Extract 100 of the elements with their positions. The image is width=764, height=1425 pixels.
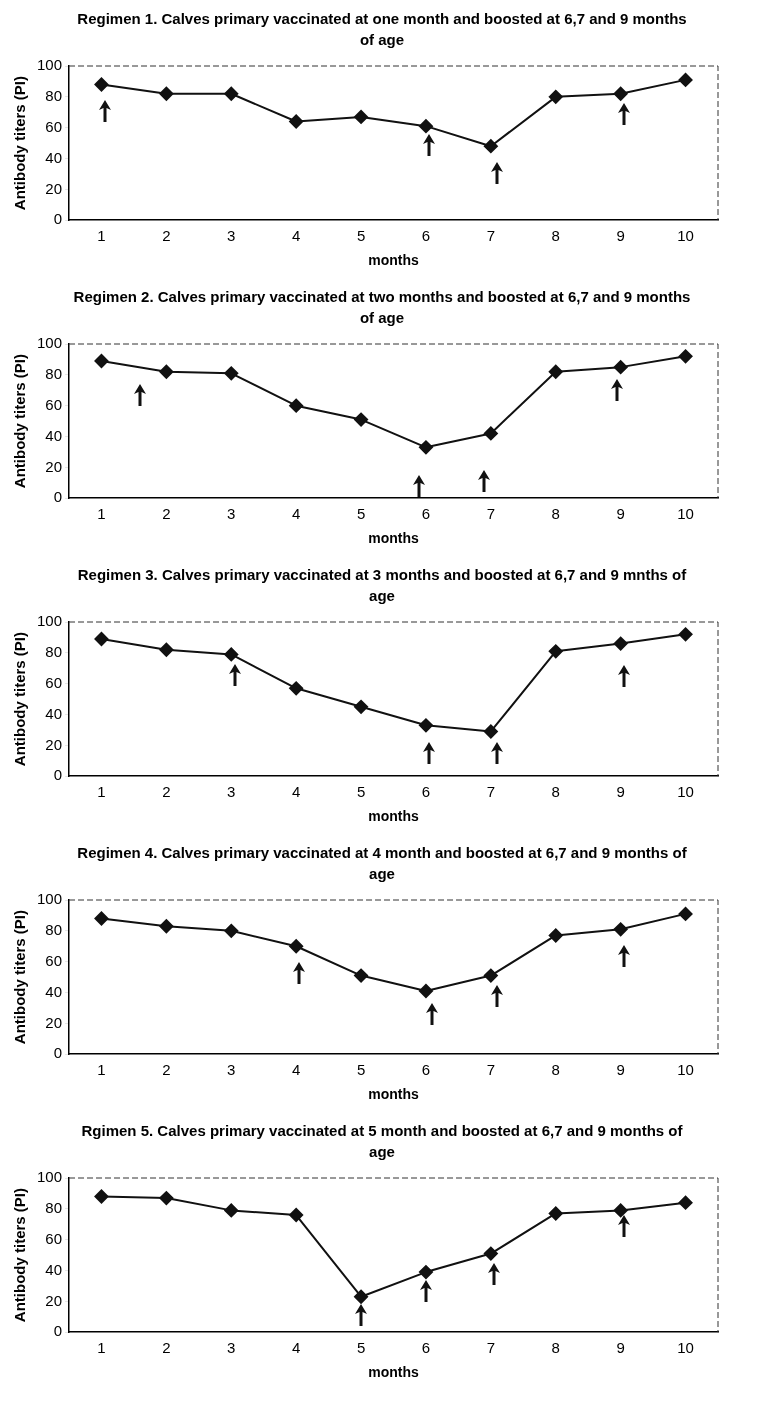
- chart-title: Regimen 1. Calves primary vaccinated at one month and boosted at 6,7 and 9 months of age: [76, 9, 688, 50]
- point: [418, 718, 433, 733]
- point: [613, 922, 628, 937]
- point: [483, 426, 498, 441]
- point: [224, 366, 239, 381]
- y-axis-title: Antibody titers (PI): [11, 910, 29, 1045]
- y-tick-label: 60: [45, 673, 63, 691]
- y-tick-label: 100: [37, 612, 63, 630]
- x-tick-label: 8: [551, 227, 560, 245]
- x-tick-label: 8: [551, 1339, 560, 1357]
- x-tick-label: 9: [616, 227, 625, 245]
- point: [418, 983, 433, 998]
- point: [94, 631, 109, 646]
- y-tick-label: 20: [45, 179, 63, 197]
- point: [354, 412, 369, 427]
- x-tick-label: 8: [551, 783, 560, 801]
- y-tick-label: 80: [45, 920, 63, 938]
- chart-title: Rgimen 5. Calves primary vaccinated at 5 month and boosted at 6,7 and 9 months of age: [80, 1121, 684, 1162]
- x-tick-label: 6: [421, 1061, 431, 1079]
- point: [354, 699, 369, 714]
- y-tick-label: 40: [45, 1260, 63, 1278]
- y-tick-label: 20: [45, 1291, 63, 1309]
- point: [159, 919, 174, 934]
- x-tick-label: 2: [162, 227, 171, 245]
- x-tick-label: 1: [97, 227, 106, 245]
- x-tick-label: 9: [616, 1061, 625, 1079]
- point: [483, 724, 498, 739]
- point: [159, 642, 174, 657]
- x-tick-label: 5: [356, 227, 366, 245]
- x-tick-label: 10: [677, 227, 694, 245]
- x-tick-label: 7: [486, 505, 496, 523]
- point: [159, 86, 174, 101]
- point: [224, 1203, 239, 1218]
- point: [354, 109, 369, 124]
- x-tick-label: 6: [421, 783, 431, 801]
- x-tick-label: 8: [551, 1061, 560, 1079]
- point: [678, 72, 693, 87]
- x-tick-label: 1: [97, 1061, 106, 1079]
- y-tick-label: 80: [45, 364, 63, 382]
- point: [613, 1203, 628, 1218]
- point: [289, 114, 304, 129]
- x-tick-label: 6: [421, 227, 431, 245]
- y-axis-title: Antibody titers (PI): [11, 632, 29, 767]
- chart-title: Regimen 4. Calves primary vaccinated at 4 month and boosted at 6,7 and 9 months of age: [76, 843, 688, 884]
- x-axis-title: months: [368, 530, 419, 547]
- x-tick-label: 10: [677, 783, 694, 801]
- x-tick-label: 4: [292, 227, 301, 245]
- y-tick-label: 0: [53, 1044, 63, 1062]
- y-tick-label: 60: [45, 1229, 63, 1247]
- point: [224, 923, 239, 938]
- x-axis-title: months: [368, 1364, 419, 1381]
- point: [678, 906, 693, 921]
- y-tick-label: 100: [37, 1168, 63, 1186]
- point: [94, 1189, 109, 1204]
- x-tick-label: 4: [292, 505, 301, 523]
- y-tick-label: 60: [45, 951, 63, 969]
- x-axis-title: months: [368, 252, 419, 269]
- point: [548, 644, 563, 659]
- x-tick-label: 1: [97, 505, 106, 523]
- point: [613, 360, 628, 375]
- y-tick-label: 0: [53, 210, 63, 228]
- y-axis-title: Antibody titers (PI): [11, 76, 29, 211]
- x-tick-label: 2: [162, 1061, 171, 1079]
- point: [159, 364, 174, 379]
- x-tick-label: 5: [356, 1061, 366, 1079]
- y-tick-label: 40: [45, 148, 63, 166]
- x-tick-label: 7: [486, 1339, 496, 1357]
- point: [548, 89, 563, 104]
- point: [354, 1289, 369, 1304]
- x-tick-label: 3: [227, 1061, 236, 1079]
- x-tick-label: 9: [616, 505, 625, 523]
- point: [613, 86, 628, 101]
- x-tick-label: 4: [292, 1339, 301, 1357]
- x-tick-label: 1: [97, 783, 106, 801]
- x-tick-label: 7: [486, 783, 496, 801]
- y-tick-label: 60: [45, 117, 63, 135]
- x-tick-label: 2: [162, 1339, 171, 1357]
- x-tick-label: 9: [616, 783, 625, 801]
- x-tick-label: 7: [486, 1061, 496, 1079]
- y-tick-label: 80: [45, 1198, 63, 1216]
- y-tick-label: 0: [53, 766, 63, 784]
- x-tick-label: 3: [227, 227, 236, 245]
- point: [289, 398, 304, 413]
- x-tick-label: 10: [677, 1339, 694, 1357]
- point: [94, 353, 109, 368]
- x-tick-label: 2: [162, 505, 171, 523]
- point: [289, 939, 304, 954]
- point: [354, 968, 369, 983]
- point: [613, 636, 628, 651]
- x-tick-label: 4: [292, 1061, 301, 1079]
- y-tick-label: 20: [45, 457, 63, 475]
- x-tick-label: 9: [616, 1339, 625, 1357]
- y-tick-label: 0: [53, 1322, 63, 1340]
- x-tick-label: 5: [356, 1339, 366, 1357]
- y-axis-title: Antibody titers (PI): [11, 354, 29, 489]
- y-tick-label: 0: [53, 488, 63, 506]
- y-tick-label: 100: [37, 890, 63, 908]
- x-tick-label: 2: [162, 783, 171, 801]
- x-tick-label: 8: [551, 505, 560, 523]
- point: [418, 1265, 433, 1280]
